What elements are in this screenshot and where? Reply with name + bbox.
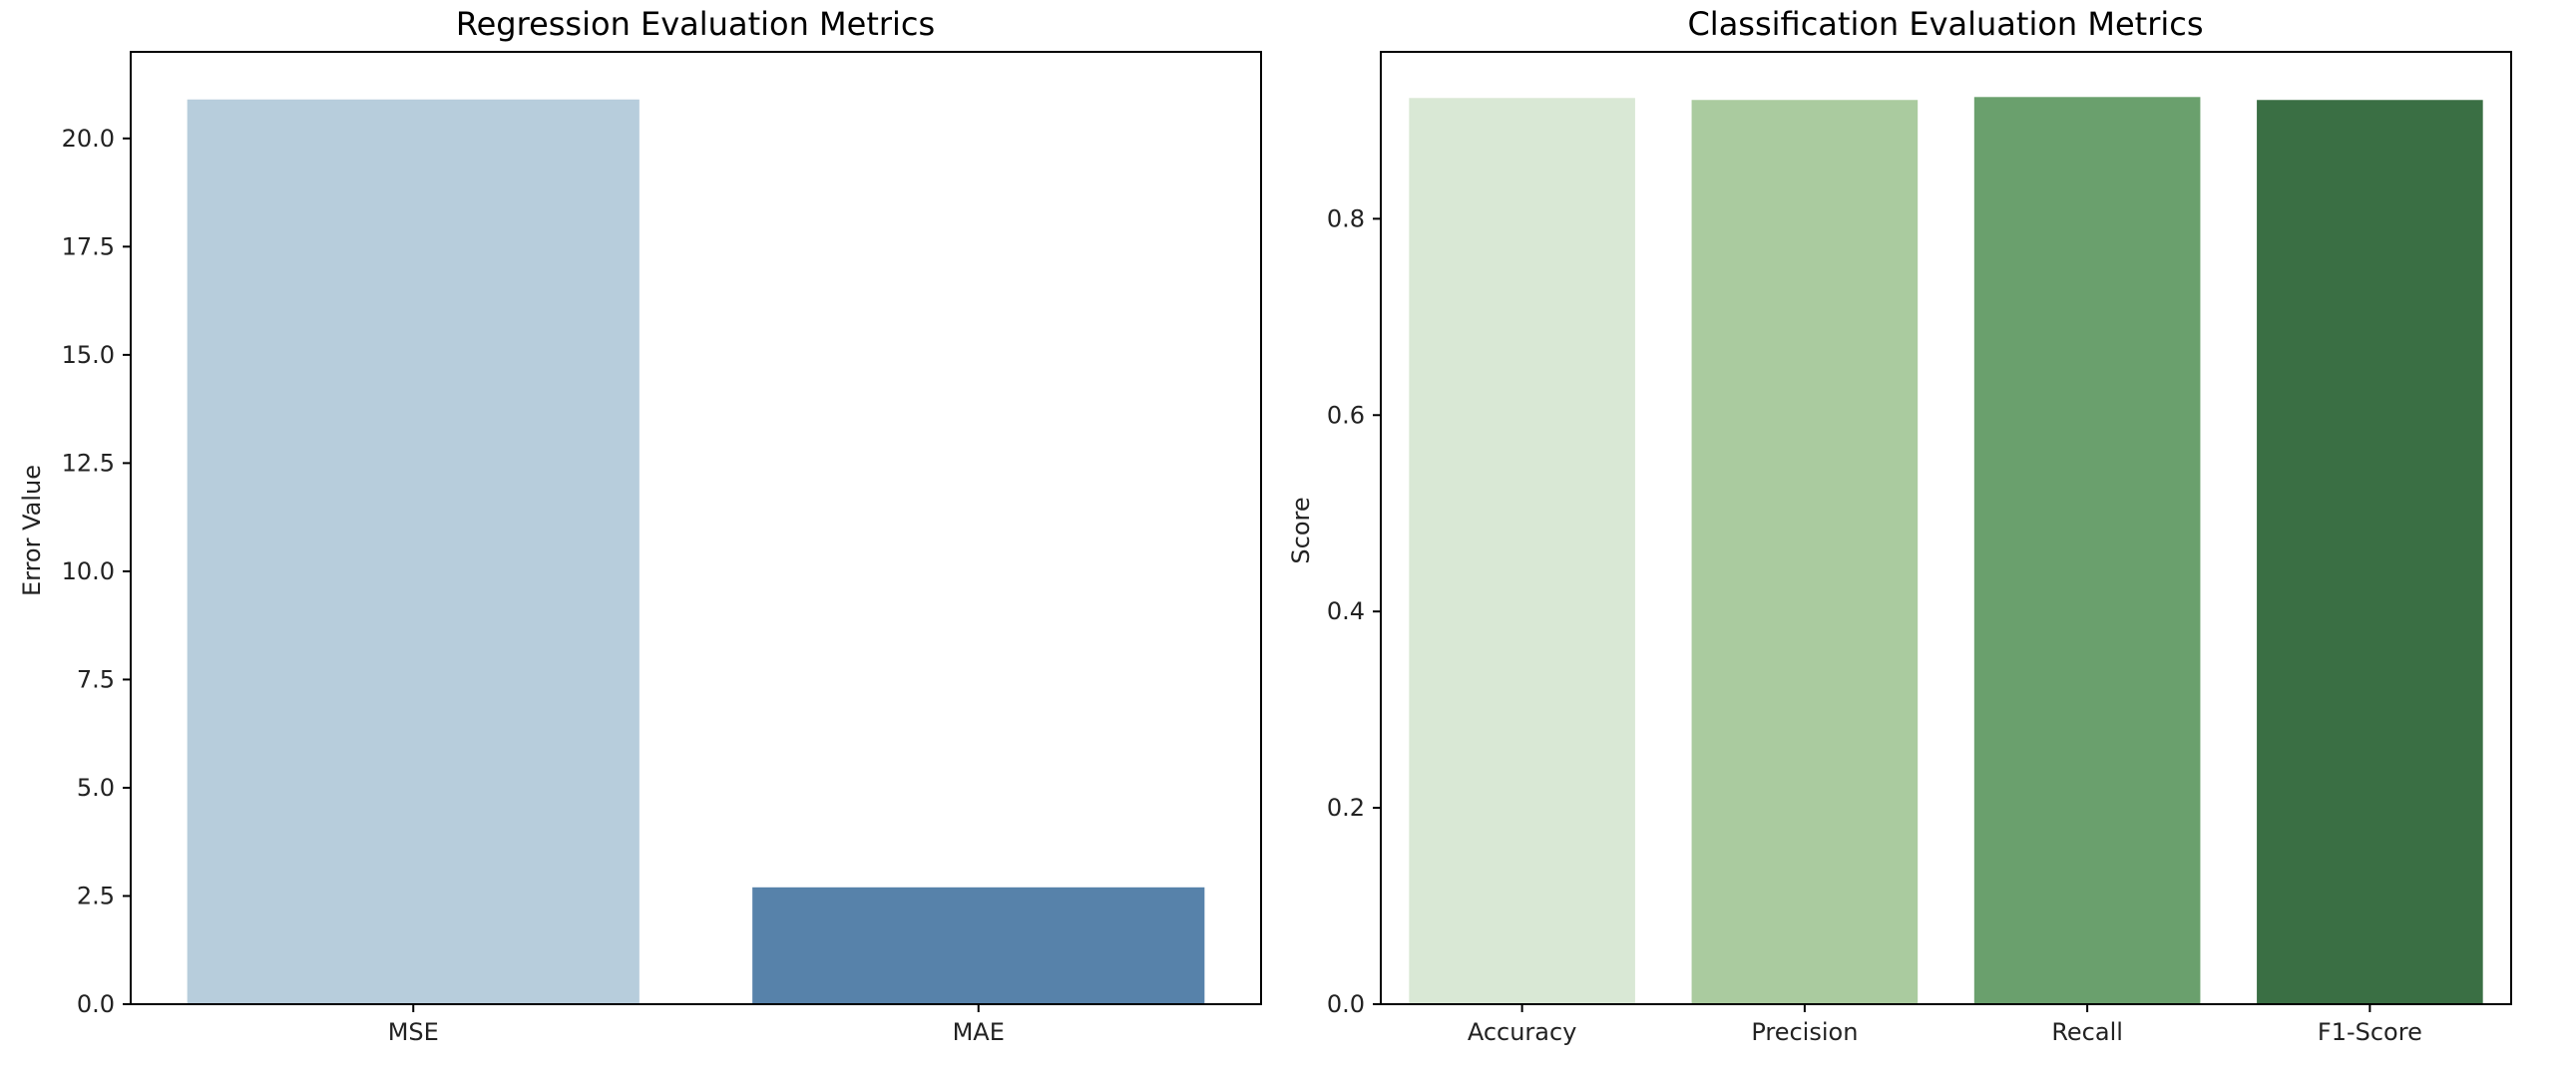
y-tick-label: 2.5 xyxy=(77,882,115,909)
bar-group xyxy=(187,99,1205,1004)
bar-recall xyxy=(1973,97,2201,1005)
y-tick-label: 0.0 xyxy=(1327,990,1365,1018)
y-tick-label: 10.0 xyxy=(62,557,115,585)
chart-title: Regression Evaluation Metrics xyxy=(456,5,935,43)
y-tick-label: 20.0 xyxy=(62,125,115,153)
y-tick-label: 17.5 xyxy=(62,232,115,260)
chart-title: Classification Evaluation Metrics xyxy=(1687,5,2203,43)
y-tick-label: 0.2 xyxy=(1327,794,1365,822)
y-ticks: 0.0 2.5 5.0 7.5 10.0 12.5 15.0 17.5 20.0 xyxy=(62,125,131,1018)
y-axis-label: Score xyxy=(1287,497,1315,563)
x-tick-label: MSE xyxy=(388,1018,439,1046)
bar-accuracy xyxy=(1409,98,1635,1004)
y-tick-label: 7.5 xyxy=(77,665,115,693)
bar-precision xyxy=(1691,100,1919,1005)
y-tick-label: 12.5 xyxy=(62,449,115,477)
y-tick-label: 15.0 xyxy=(62,341,115,369)
x-tick-label: F1-Score xyxy=(2318,1018,2422,1046)
plot-frame xyxy=(1380,51,2512,1005)
x-tick-label: Accuracy xyxy=(1468,1018,1577,1046)
x-ticks: MSE MAE xyxy=(388,1004,1005,1046)
bar-f1-score xyxy=(2257,100,2483,1005)
y-tick-label: 5.0 xyxy=(77,774,115,802)
regression-metrics-chart: Regression Evaluation Metrics Error Valu… xyxy=(18,5,1262,1046)
x-tick-label: Recall xyxy=(2051,1018,2123,1046)
y-axis-label: Error Value xyxy=(18,465,46,596)
y-tick-label: 0.6 xyxy=(1327,401,1365,429)
x-ticks: Accuracy Precision Recall F1-Score xyxy=(1468,1004,2422,1046)
bar-mae xyxy=(752,887,1205,1004)
x-tick-label: MAE xyxy=(953,1018,1005,1046)
bar-mse xyxy=(187,99,640,1004)
y-ticks: 0.0 0.2 0.4 0.6 0.8 xyxy=(1327,204,1381,1018)
plot-frame xyxy=(130,51,1262,1005)
classification-metrics-chart: Classification Evaluation Metrics Score … xyxy=(1287,5,2512,1046)
y-tick-label: 0.4 xyxy=(1327,597,1365,625)
y-tick-label: 0.8 xyxy=(1327,204,1365,232)
bar-group xyxy=(1409,97,2483,1005)
x-tick-label: Precision xyxy=(1751,1018,1858,1046)
y-tick-label: 0.0 xyxy=(77,990,115,1018)
